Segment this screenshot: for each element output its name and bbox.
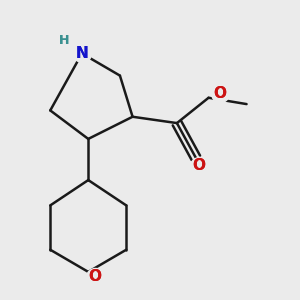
Text: O: O [88,269,101,284]
Text: H: H [59,34,70,47]
Text: O: O [193,158,206,173]
Text: O: O [213,85,226,100]
Text: O: O [88,269,101,284]
Text: N: N [76,46,88,61]
Text: H: H [59,34,70,47]
Text: O: O [193,158,206,173]
Text: N: N [76,46,88,61]
Text: O: O [213,85,226,100]
